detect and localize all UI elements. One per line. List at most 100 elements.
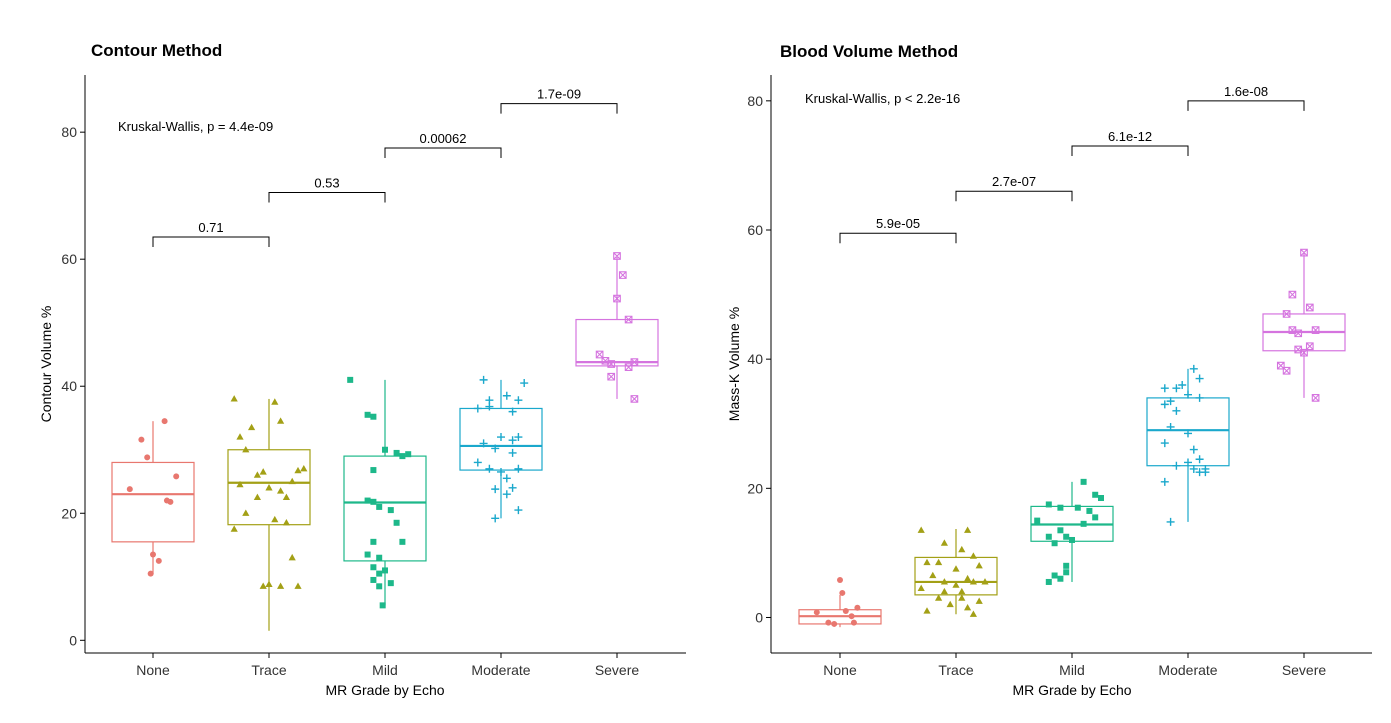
data-point [271,515,279,523]
data-point [277,417,285,424]
data-point [1172,461,1181,470]
data-point [1294,329,1303,338]
data-point [347,376,354,383]
data-point [1045,533,1052,540]
data-point [364,497,371,504]
y-tick-label: 60 [61,251,77,267]
points-mild [347,376,412,609]
data-point [923,558,931,566]
data-point [364,551,371,558]
data-point [382,567,388,574]
data-point [1166,517,1175,526]
points-trace [230,395,308,589]
comparison-bracket [1187,100,1305,111]
data-point [969,578,977,585]
data-point [155,557,162,564]
y-tick-label: 20 [61,505,77,521]
data-point [259,582,267,589]
data-point [508,407,517,416]
data-point [1282,366,1291,375]
data-point [242,509,250,516]
data-point [242,445,250,453]
data-point [236,480,244,488]
p-value-label: 0.53 [314,176,339,191]
data-point [1057,504,1064,511]
box-none [111,421,195,574]
data-point [144,454,151,461]
data-point [975,562,983,569]
x-tick-label: Severe [1282,662,1327,678]
data-point [837,577,843,584]
data-point [376,554,383,561]
data-point [1311,394,1320,402]
data-point [1045,578,1052,585]
data-point [370,538,377,545]
x-tick-label: Trace [938,662,973,678]
p-value-label: 1.6e-08 [1224,84,1268,99]
data-point [491,485,500,494]
y-tick-label: 80 [61,124,77,140]
data-point [479,439,488,448]
data-point [964,574,972,582]
data-point [1092,491,1099,498]
data-point [1189,464,1198,473]
data-point [405,451,412,458]
x-tick-label: Trace [251,662,286,678]
x-axis-label: MR Grade by Echo [1012,682,1131,698]
data-point [1300,348,1308,357]
data-point [1092,514,1099,521]
data-point [508,436,517,445]
data-point [147,570,154,577]
data-point [946,600,954,608]
x-tick-label: Moderate [1158,662,1217,678]
data-point [288,553,296,561]
data-point [1160,384,1169,393]
data-point [1282,310,1291,318]
y-tick-label: 60 [747,222,763,238]
data-point [1063,533,1070,540]
data-point [1300,248,1308,257]
data-point [624,315,633,324]
data-point [288,477,296,485]
data-point [294,582,302,589]
comparison-bracket [955,190,1073,202]
data-point [387,507,394,514]
data-point [253,471,261,478]
data-point [502,474,511,483]
y-tick-label: 40 [747,351,763,367]
data-point [1178,380,1187,389]
data-point [259,468,267,475]
y-tick-label: 40 [61,378,77,394]
data-point [161,418,168,425]
data-point [1184,458,1192,467]
points-severe [595,252,639,403]
chart-title: Blood Volume Method [780,42,958,61]
data-point [265,580,273,588]
y-axis-label: Mass-K Volume % [726,307,742,421]
data-point [230,525,238,532]
data-point [607,372,616,381]
data-point [964,526,972,533]
data-point [1184,390,1192,399]
comparison-bracket [1071,145,1189,157]
data-point [1172,406,1181,415]
box-severe [1262,252,1346,398]
data-point [497,433,505,442]
data-point [277,487,285,494]
data-point [387,580,394,587]
data-point [1045,501,1052,508]
box-severe [575,256,659,399]
data-point [230,395,238,402]
data-point [173,473,180,480]
data-point [370,576,377,583]
data-point [473,404,482,413]
data-point [618,271,627,279]
data-point [952,565,960,572]
p-value-label: 0.71 [198,220,223,235]
data-point [1288,290,1297,299]
data-point [370,498,377,505]
box-moderate [459,379,543,519]
data-point [364,411,371,418]
data-point [975,597,983,604]
